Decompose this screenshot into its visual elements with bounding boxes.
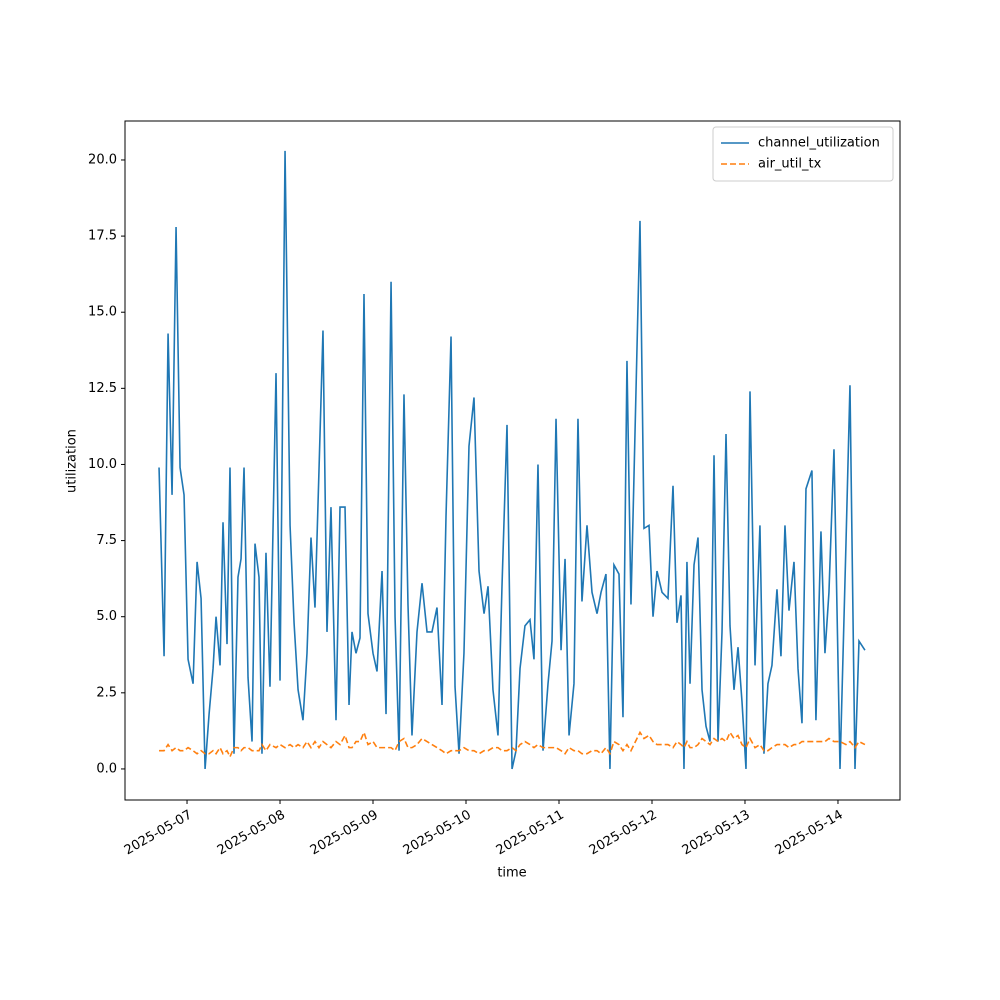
x-tick-label: 2025-05-10 [401,808,474,859]
y-tick-label: 5.0 [96,609,117,624]
legend-box [712,126,894,182]
y-tick-label: 15.0 [88,305,117,320]
x-tick-label: 2025-05-09 [308,808,381,859]
x-tick-label: 2025-05-14 [773,808,846,859]
legend-label: channel_utilization [758,136,880,151]
y-tick-label: 0.0 [96,761,117,776]
y-tick-label: 12.5 [88,381,117,396]
y-tick-label: 7.5 [96,533,117,548]
legend: channel_utilization air_util_tx [712,126,894,182]
x-axis-label: time [497,866,526,881]
x-tick-label: 2025-05-13 [680,808,753,859]
plot-frame [124,120,901,801]
legend-label: air_util_tx [758,157,822,172]
x-tick-label: 2025-05-12 [587,808,660,859]
y-tick-label: 2.5 [96,685,117,700]
y-axis-label: utilization [65,429,80,493]
series-line [159,730,866,759]
x-tick-label: 2025-05-08 [215,808,288,859]
y-tick-label: 17.5 [88,229,117,244]
y-tick-label: 10.0 [88,457,117,472]
y-tick-label: 20.0 [88,152,117,167]
x-tick-label: 2025-05-11 [494,808,567,859]
series-line [158,150,866,770]
x-tick-label: 2025-05-07 [122,808,195,859]
